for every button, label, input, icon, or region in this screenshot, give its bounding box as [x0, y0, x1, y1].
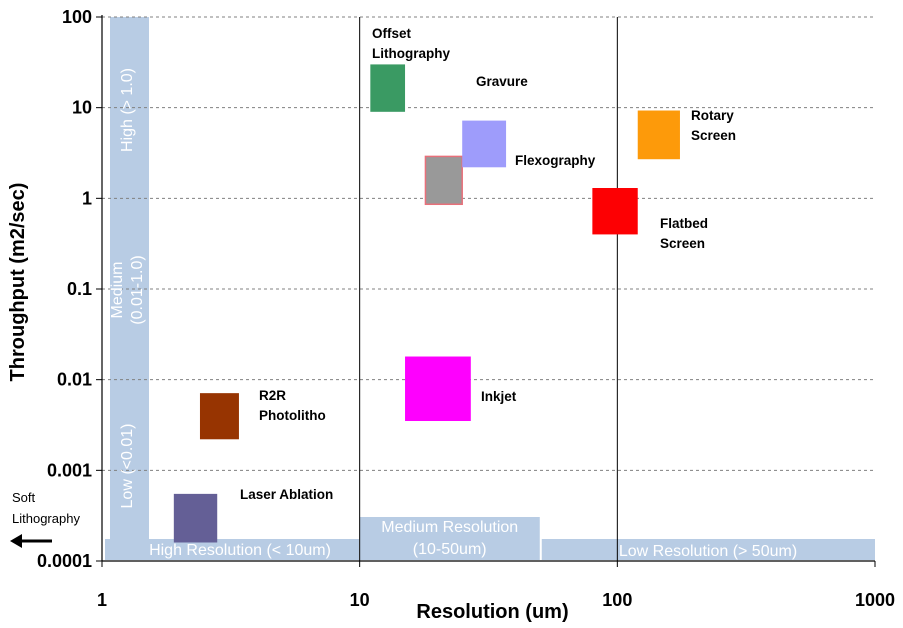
band-label: Low Resolution (> 50um): [619, 543, 797, 560]
y-tick-label: 0.0001: [37, 551, 92, 571]
grid-layer: [102, 16, 875, 561]
band-label: High (> 1.0): [119, 68, 136, 152]
x-tick-label: 1: [97, 590, 107, 610]
band-label: High Resolution (< 10um): [149, 542, 331, 559]
data-box: [462, 120, 507, 168]
y-tick-label: 0.01: [57, 370, 92, 390]
box-layer: [173, 64, 680, 543]
annotation-label: Lithography: [12, 511, 80, 526]
data-box: [405, 356, 471, 422]
x-tick-label: 10: [350, 590, 370, 610]
annotation-label: Soft: [12, 490, 36, 505]
band-label: Low (<0.01): [119, 424, 136, 509]
y-tick-label: 100: [62, 7, 92, 27]
data-box: [637, 110, 680, 160]
data-box: [173, 493, 218, 543]
band-label: Medium: [109, 262, 126, 319]
data-box: [199, 393, 239, 440]
text-layer: High Resolution (< 10um) Medium Resolutio…: [7, 7, 895, 623]
x-tick-label: 1000: [855, 590, 895, 610]
annotation-arrow-head: [10, 534, 22, 548]
y-axis-title: Throughput (m2/sec): [7, 183, 29, 382]
box-label: Offset: [372, 26, 412, 41]
box-label: R2R: [259, 388, 286, 403]
box-label: Lithography: [372, 46, 450, 61]
resolution-band: [105, 539, 359, 560]
data-box: [370, 64, 406, 112]
axes-layer: [10, 15, 876, 567]
x-axis-title: Resolution (um): [416, 601, 568, 623]
box-label: Screen: [691, 128, 736, 143]
box-label: Flexography: [515, 153, 596, 168]
resolution-band: [359, 517, 540, 560]
y-tick-label: 1: [82, 188, 92, 208]
box-label: Laser Ablation: [240, 487, 333, 502]
resolution-band: [541, 539, 875, 560]
band-label: (0.01-1.0): [129, 255, 146, 324]
y-tick-label: 0.1: [67, 279, 92, 299]
y-tick-label: 10: [72, 98, 92, 118]
data-box: [424, 155, 463, 206]
box-label: Flatbed: [660, 216, 708, 231]
box-label: Rotary: [691, 108, 734, 123]
box-label: Screen: [660, 236, 705, 251]
box-label: Photolitho: [259, 408, 326, 423]
box-label: Gravure: [476, 74, 528, 89]
throughput-band: [110, 17, 149, 540]
band-label: Medium Resolution: [381, 519, 518, 536]
data-box: [592, 188, 638, 235]
x-tick-label: 100: [602, 590, 632, 610]
band-layer: [105, 17, 875, 560]
band-label: (10-50um): [413, 541, 487, 558]
box-label: Inkjet: [481, 389, 517, 404]
y-tick-label: 0.001: [47, 460, 92, 480]
